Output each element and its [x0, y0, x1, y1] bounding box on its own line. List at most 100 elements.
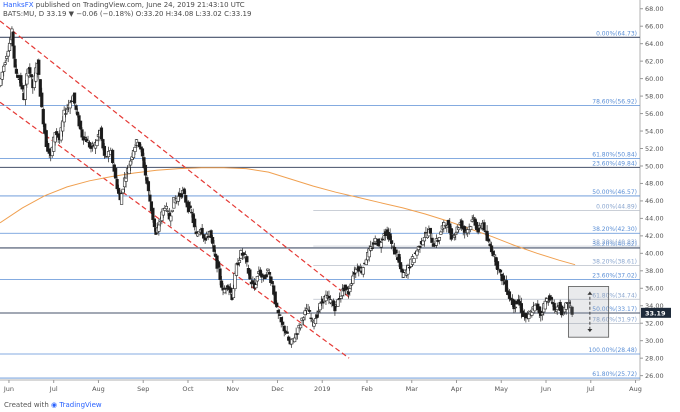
y-tick-label: 60.00: [645, 75, 664, 83]
fib-level-label: 100.00%(28.48): [588, 347, 637, 354]
candle-up: [445, 225, 449, 228]
candle-down: [143, 164, 148, 176]
candle-down: [148, 194, 152, 202]
candle-down: [327, 296, 331, 299]
candle-down: [282, 325, 286, 332]
candle-down: [287, 336, 291, 341]
candle-up: [373, 238, 377, 243]
candle-up: [133, 146, 137, 152]
candle-up: [231, 288, 236, 299]
candle-down: [209, 230, 213, 238]
candle-up: [293, 337, 297, 343]
projection-box: [567, 286, 610, 338]
candle-down: [72, 92, 77, 104]
candle-up: [310, 319, 315, 322]
candle-up: [266, 268, 270, 271]
candle-down: [248, 269, 252, 280]
candle-up: [23, 84, 27, 100]
candle-down: [390, 240, 394, 244]
candle-down: [236, 262, 240, 266]
candle-down: [504, 280, 509, 292]
candle-up: [62, 109, 66, 123]
candle-down: [331, 300, 336, 306]
candle-down: [498, 269, 503, 273]
candle-up: [545, 298, 549, 302]
candle-down: [418, 245, 422, 248]
x-tick-label: Jul: [49, 385, 58, 393]
candle-up: [527, 313, 531, 319]
candle-up: [3, 62, 7, 65]
fib-level-label: 38.20%(40.62): [592, 241, 637, 248]
candle-down: [111, 149, 115, 163]
y-tick-label: 62.00: [645, 57, 664, 65]
y-tick-label: 34.00: [645, 302, 664, 310]
candle-up: [349, 283, 353, 286]
candle-down: [224, 287, 228, 290]
candle-down: [117, 187, 121, 194]
channel-upper-line: [0, 20, 350, 298]
candle-down: [489, 245, 494, 253]
candle-down: [397, 254, 401, 263]
candle-up: [234, 263, 239, 276]
candle-up: [401, 272, 406, 278]
candle-down: [19, 75, 23, 87]
candle-down: [428, 227, 432, 234]
candle-down: [37, 59, 41, 75]
candle-down: [507, 291, 512, 299]
candle-down: [212, 245, 216, 252]
moving-average-line: [0, 167, 576, 266]
candle-up: [454, 232, 458, 235]
candle-down: [182, 188, 186, 195]
candle-down: [12, 45, 16, 59]
candle-down: [29, 74, 33, 78]
candle-down: [264, 274, 268, 278]
candle-up: [439, 231, 443, 235]
footer-brand[interactable]: TradingView: [59, 401, 102, 409]
candle-up: [513, 306, 518, 309]
candle-up: [164, 206, 168, 210]
candle-down: [570, 306, 574, 315]
candle-up: [554, 311, 558, 314]
x-tick-label: Aug: [629, 385, 642, 393]
candle-down: [482, 222, 486, 231]
candle-up: [296, 333, 300, 335]
candle-up: [313, 318, 318, 325]
candle-down: [13, 58, 17, 68]
candle-up: [128, 160, 133, 166]
candle-up: [336, 299, 340, 307]
candle-down: [309, 317, 313, 320]
fib-level-label: 23.60%(37.02): [592, 272, 637, 279]
candle-up: [472, 217, 476, 219]
x-tick-label: Jul: [586, 385, 595, 393]
fib-minor-label: 78.60%(31.97): [592, 316, 637, 323]
x-tick-label: Mar: [406, 385, 419, 393]
candle-up: [422, 237, 427, 242]
candle-up: [2, 65, 6, 72]
x-tick-label: Oct: [182, 385, 194, 393]
candle-up: [121, 188, 125, 194]
candle-down: [270, 281, 274, 284]
candle-down: [430, 237, 434, 243]
candle-up: [434, 238, 438, 246]
y-tick-label: 58.00: [645, 92, 664, 100]
candle-up: [470, 219, 474, 222]
y-tick-label: 66.00: [645, 23, 664, 31]
candle-down: [14, 68, 19, 74]
published-text: published on TradingView.com, June 24, 2…: [35, 1, 245, 9]
candle-down: [151, 207, 155, 220]
fib-minor-label: 0.00%(44.89): [596, 204, 637, 211]
candle-down: [190, 211, 194, 214]
candle-down: [99, 127, 104, 140]
candle-up: [255, 276, 259, 282]
y-tick-label: 46.00: [645, 197, 664, 205]
candle-up: [318, 303, 322, 311]
x-tick-label: 2019: [314, 385, 331, 393]
x-tick-label: Nov: [226, 385, 239, 393]
candle-up: [339, 295, 343, 299]
author-name[interactable]: HanksFX: [3, 1, 34, 9]
candle-down: [184, 195, 188, 203]
candle-down: [210, 236, 215, 244]
candle-down: [219, 280, 224, 288]
candle-down: [381, 238, 385, 241]
